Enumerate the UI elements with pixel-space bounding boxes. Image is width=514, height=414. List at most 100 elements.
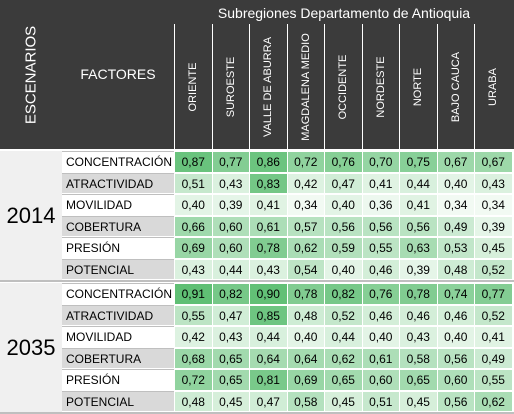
value-cell: 0,83: [249, 172, 287, 193]
value-cell: 0,90: [249, 283, 287, 304]
value-cell: 0,60: [361, 369, 399, 390]
value-cell: 0,43: [211, 172, 249, 193]
value-cell: 0,67: [474, 151, 512, 172]
value-cell: 0,51: [361, 390, 399, 411]
value-cell: 0,58: [286, 390, 324, 411]
value-cell: 0,49: [474, 347, 512, 368]
value-cell: 0,74: [436, 283, 474, 304]
value-cell: 0,64: [249, 347, 287, 368]
factor-label: CONCENTRACIÓN: [62, 283, 174, 304]
value-cell: 0,52: [324, 304, 362, 325]
factor-label: PRESIÓN: [62, 369, 174, 390]
value-cell: 0,44: [249, 326, 287, 347]
column-header: VALLE DE ABURRA: [249, 24, 287, 149]
factores-header-label: FACTORES: [80, 66, 156, 82]
value-cell: 0,45: [211, 390, 249, 411]
escenarios-header-label: ESCENARIOS: [22, 25, 40, 124]
factor-label: MOVILIDAD: [62, 326, 174, 347]
column-header-label: URABA: [487, 67, 500, 106]
region-group-title: Subregiones Departamento de Antioquia: [217, 5, 471, 21]
value-cell: 0,64: [286, 347, 324, 368]
value-cell: 0,43: [211, 326, 249, 347]
value-cell: 0,59: [324, 237, 362, 258]
factores-header: FACTORES: [62, 0, 174, 149]
column-header-label: VALLE DE ABURRA: [262, 36, 275, 137]
block-divider: [0, 280, 514, 282]
value-cell: 0,41: [361, 172, 399, 193]
value-cell: 0,45: [324, 390, 362, 411]
value-cell: 0,40: [436, 172, 474, 193]
factor-label: COBERTURA: [62, 215, 174, 236]
value-cell: 0,72: [286, 151, 324, 172]
value-cell: 0,54: [286, 258, 324, 279]
factor-label: POTENCIAL: [62, 258, 174, 279]
value-cell: 0,65: [211, 347, 249, 368]
value-cell: 0,43: [174, 258, 212, 279]
value-cell: 0,40: [174, 194, 212, 215]
factor-label: ATRACTIVIDAD: [62, 172, 174, 193]
value-cell: 0,48: [286, 304, 324, 325]
value-cell: 0,40: [361, 326, 399, 347]
factor-label: POTENCIAL: [62, 390, 174, 411]
column-header-label: MAGDALENA MEDIO: [299, 32, 312, 141]
value-cell: 0,44: [211, 258, 249, 279]
value-cell: 0,47: [249, 390, 287, 411]
column-header-label: BAJO CAUCA: [449, 51, 462, 122]
value-cell: 0,40: [436, 326, 474, 347]
value-cell: 0,43: [399, 326, 437, 347]
value-cell: 0,47: [211, 304, 249, 325]
value-cell: 0,62: [286, 237, 324, 258]
value-cell: 0,40: [324, 258, 362, 279]
value-cell: 0,65: [324, 369, 362, 390]
column-header: URABA: [474, 24, 512, 149]
value-cell: 0,41: [399, 194, 437, 215]
column-header: MAGDALENA MEDIO: [286, 24, 324, 149]
value-cell: 0,63: [399, 237, 437, 258]
factor-label: MOVILIDAD: [62, 194, 174, 215]
value-cell: 0,39: [474, 215, 512, 236]
value-cell: 0,55: [361, 237, 399, 258]
column-header-label: ORIENTE: [187, 62, 200, 111]
value-cell: 0,53: [436, 237, 474, 258]
value-cell: 0,82: [324, 283, 362, 304]
value-cell: 0,60: [436, 369, 474, 390]
column-header: NORDESTE: [361, 24, 399, 149]
value-cell: 0,91: [174, 283, 212, 304]
value-cell: 0,56: [361, 215, 399, 236]
value-cell: 0,67: [436, 151, 474, 172]
value-cell: 0,41: [249, 194, 287, 215]
value-cell: 0,65: [399, 369, 437, 390]
value-cell: 0,56: [436, 390, 474, 411]
value-cell: 0,51: [174, 172, 212, 193]
value-cell: 0,40: [286, 326, 324, 347]
value-cell: 0,41: [474, 326, 512, 347]
value-cell: 0,39: [399, 258, 437, 279]
value-cell: 0,70: [361, 151, 399, 172]
value-cell: 0,45: [399, 390, 437, 411]
column-header-label: SUROESTE: [224, 56, 237, 117]
value-cell: 0,46: [399, 304, 437, 325]
year-block: [0, 283, 62, 412]
value-cell: 0,56: [436, 347, 474, 368]
value-cell: 0,62: [474, 390, 512, 411]
value-cell: 0,75: [399, 151, 437, 172]
value-cell: 0,44: [399, 172, 437, 193]
value-cell: 0,60: [211, 237, 249, 258]
value-cell: 0,81: [249, 369, 287, 390]
value-cell: 0,43: [249, 258, 287, 279]
value-cell: 0,61: [249, 215, 287, 236]
column-header: BAJO CAUCA: [436, 24, 474, 149]
value-cell: 0,86: [249, 151, 287, 172]
value-cell: 0,44: [324, 326, 362, 347]
factor-label: ATRACTIVIDAD: [62, 304, 174, 325]
factor-label: CONCENTRACIÓN: [62, 151, 174, 172]
factor-label: COBERTURA: [62, 347, 174, 368]
value-cell: 0,39: [211, 194, 249, 215]
column-header-label: NORDESTE: [374, 55, 387, 118]
value-cell: 0,58: [399, 347, 437, 368]
value-cell: 0,82: [211, 283, 249, 304]
value-cell: 0,49: [436, 215, 474, 236]
value-cell: 0,66: [174, 215, 212, 236]
value-cell: 0,52: [474, 304, 512, 325]
value-cell: 0,78: [286, 283, 324, 304]
